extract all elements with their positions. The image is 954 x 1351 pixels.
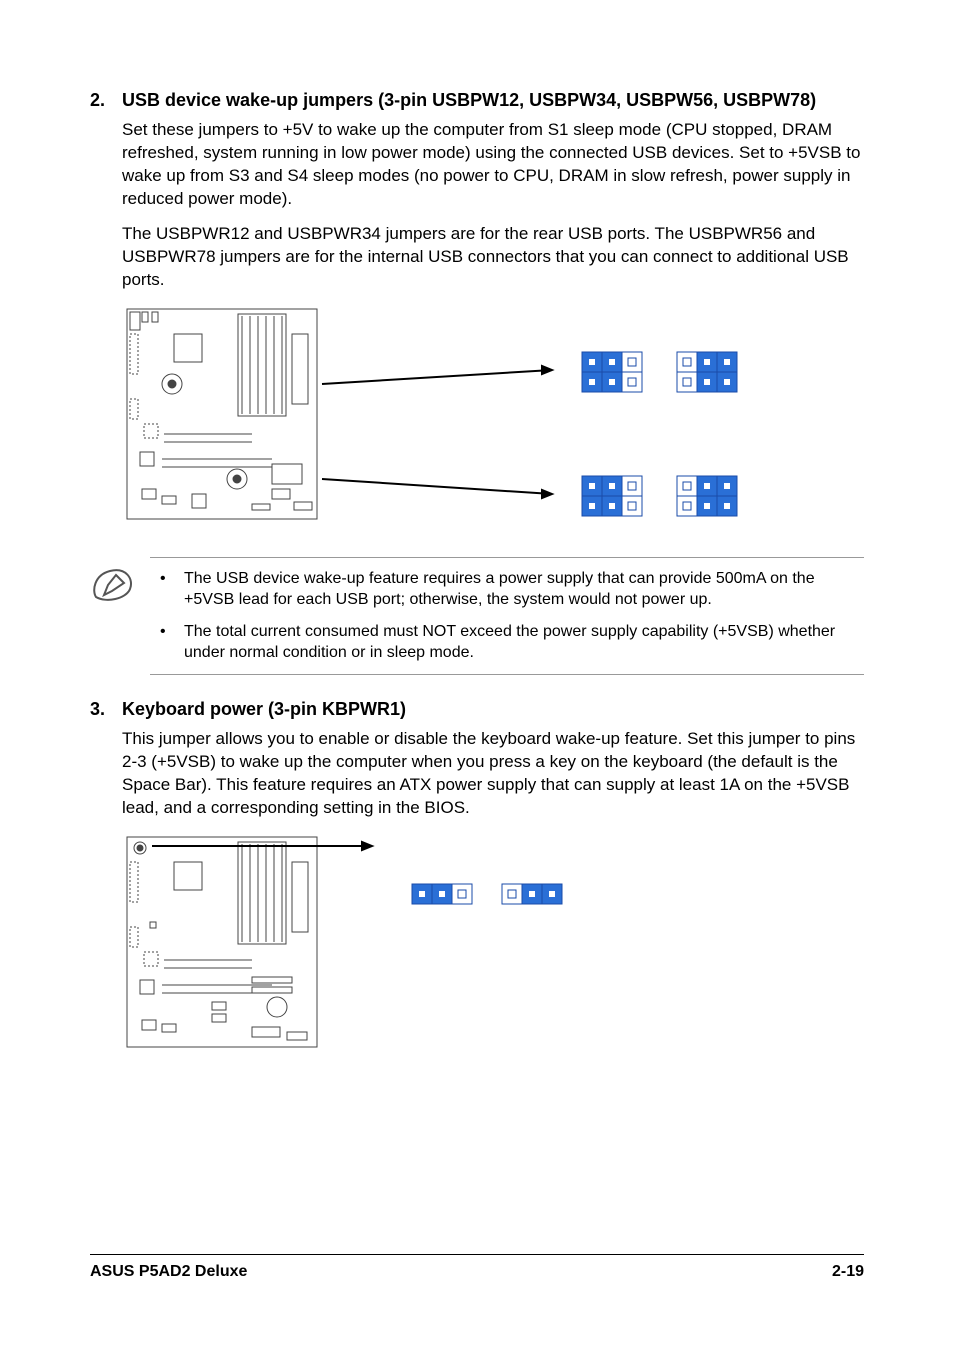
note2-text: The total current consumed must NOT exce… bbox=[184, 621, 864, 664]
bullet-icon: • bbox=[150, 621, 184, 664]
section-keyboard-power: 3. Keyboard power (3-pin KBPWR1) This ju… bbox=[90, 699, 864, 1067]
note-item-2: • The total current consumed must NOT ex… bbox=[150, 621, 864, 664]
note-item-1: • The USB device wake-up feature require… bbox=[150, 568, 864, 611]
diagram-usb-jumpers bbox=[122, 304, 864, 539]
usb-para2: The USBPWR12 and USBPWR34 jumpers are fo… bbox=[122, 223, 864, 292]
heading-number: 2. bbox=[90, 90, 122, 111]
heading-usb: 2. USB device wake-up jumpers (3-pin USB… bbox=[90, 90, 864, 111]
kbpwr-para1: This jumper allows you to enable or disa… bbox=[122, 728, 864, 820]
usb-para1: Set these jumpers to +5V to wake up the … bbox=[122, 119, 864, 211]
note-content: • The USB device wake-up feature require… bbox=[150, 557, 864, 675]
heading-kbpwr: 3. Keyboard power (3-pin KBPWR1) bbox=[90, 699, 864, 720]
diagram-kbpwr bbox=[122, 832, 864, 1067]
note-icon bbox=[90, 557, 150, 675]
heading-title: USB device wake-up jumpers (3-pin USBPW1… bbox=[122, 90, 864, 111]
heading-number: 3. bbox=[90, 699, 122, 720]
bullet-icon: • bbox=[150, 568, 184, 611]
note-block-usb: • The USB device wake-up feature require… bbox=[90, 557, 864, 675]
footer-product: ASUS P5AD2 Deluxe bbox=[90, 1263, 247, 1281]
page-footer: ASUS P5AD2 Deluxe 2-19 bbox=[90, 1254, 864, 1281]
heading-title: Keyboard power (3-pin KBPWR1) bbox=[122, 699, 864, 720]
section-usb-wakeup: 2. USB device wake-up jumpers (3-pin USB… bbox=[90, 90, 864, 675]
note1-text: The USB device wake-up feature requires … bbox=[184, 568, 864, 611]
footer-page-number: 2-19 bbox=[832, 1263, 864, 1281]
